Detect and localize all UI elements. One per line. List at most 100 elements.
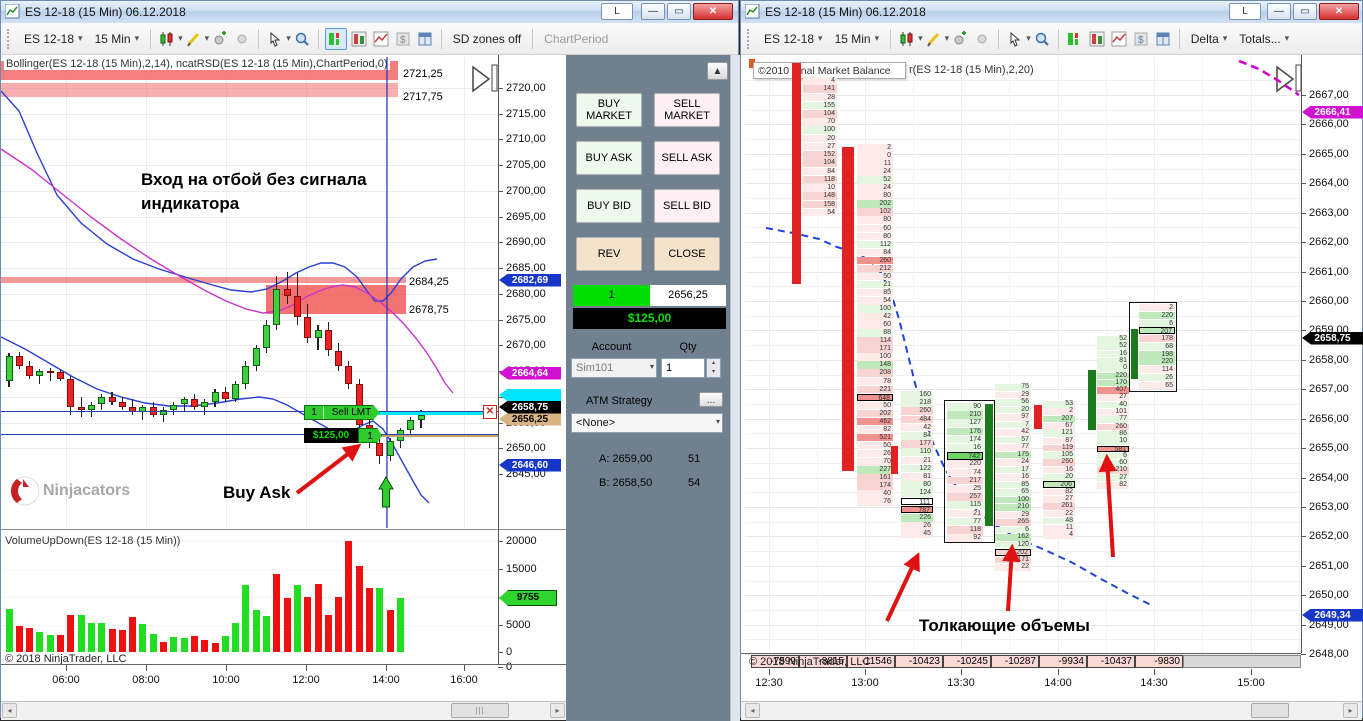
sd-zones-button[interactable]: SD zones off — [452, 31, 522, 46]
pane-separator[interactable] — [1, 529, 566, 530]
candle-wick — [193, 394, 195, 410]
chart-period-button[interactable]: ChartPeriod — [544, 31, 609, 46]
market-analyzer-icon[interactable] — [349, 29, 369, 49]
zoom-icon[interactable] — [1032, 29, 1052, 49]
indicator-tooltip: ©2010 Final Market Balance — [753, 62, 906, 79]
horizontal-scrollbar[interactable]: ◂ ▸ — [741, 701, 1362, 720]
marker-icon[interactable] — [232, 29, 252, 49]
delta-mode-selector[interactable]: Delta ▾ — [1185, 29, 1234, 49]
chart-trader-icon[interactable] — [1065, 29, 1085, 49]
play-to-end-icon[interactable] — [472, 65, 491, 93]
account-select[interactable]: Sim101 ▾ — [571, 358, 657, 378]
instrument-selector[interactable]: ES 12-18 ▾ — [18, 29, 89, 49]
toolbar-grip[interactable] — [7, 28, 14, 49]
chevron-down-icon[interactable]: ▾ — [204, 33, 210, 43]
buy-bid-button[interactable]: BUY BID — [576, 189, 642, 223]
link-button[interactable]: L — [601, 3, 633, 20]
sell-limit-tag[interactable]: 1 Sell LMT — [304, 405, 380, 420]
cancel-order-button[interactable]: ✕ — [483, 405, 497, 419]
data-series-icon[interactable]: $ — [1131, 29, 1151, 49]
close-position-button[interactable]: CLOSE — [654, 237, 720, 271]
mini-chart-icon[interactable] — [371, 29, 391, 49]
chart-style-icon[interactable] — [157, 29, 177, 49]
indicator-label: r(ES 12-18 (15 Min),2,20) — [909, 64, 1034, 76]
chevron-down-icon[interactable]: ▾ — [1026, 33, 1031, 43]
footprint-cell: 24 — [857, 184, 893, 192]
market-analyzer-icon[interactable] — [1087, 29, 1107, 49]
volume-bar — [139, 624, 147, 653]
zone-price-label: 2684,25 — [409, 276, 449, 288]
chevron-down-icon: ▾ — [134, 33, 140, 43]
interval-selector[interactable]: 15 Min ▾ — [89, 29, 146, 49]
minimize-icon[interactable]: — — [641, 3, 665, 20]
pencil-icon[interactable] — [184, 29, 204, 49]
horizontal-scrollbar[interactable]: ◂ ||| ▸ — [1, 701, 566, 720]
chevron-down-icon[interactable]: ▾ — [918, 33, 923, 43]
scrollbar-thumb[interactable] — [1251, 703, 1289, 718]
chevron-down-icon[interactable]: ▾ — [178, 33, 183, 43]
buy-market-button[interactable]: BUY MARKET — [576, 93, 642, 127]
marker-add-icon[interactable] — [950, 29, 970, 49]
marker-icon[interactable] — [972, 29, 992, 49]
chevron-down-icon[interactable]: ▾ — [286, 33, 291, 43]
candle-body — [232, 383, 240, 400]
collapse-panel-button[interactable]: ▲ — [707, 62, 728, 80]
play-to-end-icon[interactable] — [1276, 65, 1295, 93]
scroll-right-icon[interactable]: ▸ — [1343, 703, 1358, 718]
zoom-icon[interactable] — [292, 29, 312, 49]
properties-icon[interactable] — [1153, 29, 1173, 49]
buy-ask-button[interactable]: BUY ASK — [576, 141, 642, 175]
left-titlebar[interactable]: ES 12-18 (15 Min) 06.12.2018 L — ▭ ✕ — [1, 1, 738, 24]
right-titlebar[interactable]: ES 12-18 (15 Min) 06.12.2018 L — ▭ ✕ — [741, 1, 1362, 24]
atm-strategy-label: ATM Strategy — [586, 395, 653, 407]
footprint-cell: 787 — [901, 505, 933, 514]
gridline — [1, 113, 498, 115]
qty-input[interactable] — [661, 358, 705, 378]
sell-ask-button[interactable]: SELL ASK — [654, 141, 720, 175]
atm-strategy-select[interactable]: <None> ▾ — [571, 413, 723, 433]
qty-stepper[interactable]: ▴ ▾ — [706, 358, 721, 378]
gridline — [745, 521, 1301, 523]
properties-icon[interactable] — [415, 29, 435, 49]
instrument-selector[interactable]: ES 12-18 ▾ — [758, 29, 829, 49]
maximize-icon[interactable]: ▭ — [667, 3, 691, 20]
toolbar-grip[interactable] — [747, 28, 754, 49]
time-tick — [865, 669, 866, 675]
play-to-end-icon[interactable] — [491, 64, 498, 92]
sell-limit-order-line[interactable] — [376, 412, 492, 415]
cursor-icon[interactable] — [265, 29, 285, 49]
atm-more-button[interactable]: ... — [699, 392, 723, 407]
scroll-left-icon[interactable]: ◂ — [745, 703, 760, 718]
chart-trader-icon[interactable] — [324, 27, 347, 50]
link-button[interactable]: L — [1229, 3, 1261, 20]
interval-selector[interactable]: 15 Min ▾ — [829, 29, 886, 49]
scrollbar-thumb[interactable]: ||| — [451, 703, 509, 718]
gridline — [745, 403, 1301, 405]
pencil-icon[interactable] — [924, 29, 944, 49]
footprint-cell: 148 — [857, 361, 893, 369]
maximize-icon[interactable]: ▭ — [1293, 3, 1317, 20]
marker-add-icon[interactable] — [210, 29, 230, 49]
sell-market-button[interactable]: SELL MARKET — [654, 93, 720, 127]
mini-chart-icon[interactable] — [1109, 29, 1129, 49]
gridline — [745, 139, 1301, 141]
minimize-icon[interactable]: — — [1267, 3, 1291, 20]
footprint-cell: 29 — [995, 511, 1031, 519]
reverse-button[interactable]: REV — [576, 237, 642, 271]
panel-splitter[interactable] — [730, 55, 740, 721]
totals-selector[interactable]: Totals... ▾ — [1233, 29, 1295, 49]
chevron-down-icon: ▾ — [649, 362, 654, 371]
scroll-right-icon[interactable]: ▸ — [550, 703, 565, 718]
gridline — [745, 256, 1301, 258]
scroll-left-icon[interactable]: ◂ — [2, 703, 17, 718]
footprint-cell: 161 — [857, 474, 893, 482]
close-icon[interactable]: ✕ — [693, 3, 733, 20]
position-tag[interactable]: $125,00 1 — [304, 428, 382, 443]
footprint-cell: 2 — [1139, 304, 1175, 312]
chart-style-icon[interactable] — [897, 29, 917, 49]
close-icon[interactable]: ✕ — [1319, 3, 1359, 20]
data-series-icon[interactable]: $ — [393, 29, 413, 49]
sell-bid-button[interactable]: SELL BID — [654, 189, 720, 223]
chevron-down-icon[interactable]: ▾ — [944, 33, 950, 43]
cursor-icon[interactable] — [1005, 29, 1025, 49]
